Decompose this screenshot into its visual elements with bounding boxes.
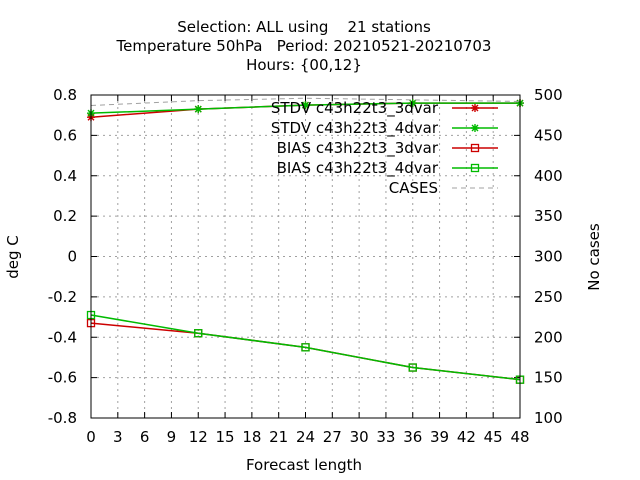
legend-entry: STDV c43h22t3_4dvar [271,119,498,138]
legend-label: BIAS c43h22t3_3dvar [277,139,439,158]
x-tick-label: 6 [140,428,150,446]
plot-frame [90,94,521,419]
axis-ticks: 0 3 6 9 12 15 18 21 24 27 30 33 36 39 42 45 48-0.8-0.6-0… [48,86,563,446]
x-axis-label: Forecast length [246,456,362,474]
legend-entry: CASES [389,179,498,197]
y2-axis-label: No cases [585,223,603,291]
legend-marker [471,104,479,112]
x-tick-label: 42 [457,428,476,446]
legend-entry: STDV c43h22t3_3dvar [271,99,498,118]
y-tick-label: -0.6 [48,369,77,387]
y2-tick-label: 100 [534,409,563,427]
title-line-1: Selection: ALL using 21 stations [177,18,431,36]
x-tick-label: 36 [403,428,422,446]
legend-marker [470,163,480,173]
y-tick-label: 0.8 [53,86,77,104]
series [86,97,525,384]
legend-label: BIAS c43h22t3_4dvar [277,159,439,178]
y-tick-label: -0.2 [48,288,77,306]
data-point [408,99,417,108]
x-tick-label: 9 [167,428,177,446]
x-tick-label: 48 [510,428,529,446]
x-tick-label: 12 [189,428,208,446]
legend-marker [470,143,480,153]
legend-entry: BIAS c43h22t3_4dvar [277,159,498,178]
data-point [408,363,417,372]
x-tick-label: 18 [242,428,261,446]
x-tick-label: 27 [323,428,342,446]
data-point [194,329,203,338]
legend-label: STDV c43h22t3_4dvar [271,119,439,138]
x-tick-label: 33 [376,428,395,446]
y-tick-label: 0 [67,248,77,266]
y2-tick-label: 400 [534,167,563,185]
x-tick-label: 30 [350,428,369,446]
x-tick-label: 15 [216,428,235,446]
y-tick-label: 0.4 [53,167,77,185]
y-tick-label: -0.4 [48,328,77,346]
series-line [90,314,521,381]
chart-title: Selection: ALL using 21 stations Tempera… [116,18,492,74]
y2-tick-label: 250 [534,288,563,306]
data-point [194,105,203,114]
y-tick-label: 0.2 [53,207,77,225]
y-tick-label: -0.8 [48,409,77,427]
x-tick-label: 0 [86,428,96,446]
y2-tick-label: 200 [534,328,563,346]
title-line-2: Temperature 50hPa Period: 20210521-20210… [116,37,492,55]
y2-tick-label: 500 [534,86,563,104]
x-tick-label: 39 [430,428,449,446]
y2-tick-label: 300 [534,248,563,266]
y-tick-label: 0.6 [53,126,77,144]
y2-tick-label: 450 [534,126,563,144]
x-tick-label: 21 [269,428,288,446]
legend-label: STDV c43h22t3_3dvar [271,99,439,118]
x-tick-label: 45 [484,428,503,446]
legend-label: CASES [389,179,438,197]
y2-tick-label: 150 [534,369,563,387]
legend-marker [471,124,479,132]
x-tick-label: 3 [113,428,123,446]
data-point [301,101,310,110]
y-axis-label: deg C [4,235,22,279]
y2-tick-label: 350 [534,207,563,225]
legend-entry: BIAS c43h22t3_3dvar [277,139,498,158]
x-tick-label: 24 [296,428,315,446]
title-line-3: Hours: {00,12} [246,56,362,74]
data-point [301,343,310,352]
